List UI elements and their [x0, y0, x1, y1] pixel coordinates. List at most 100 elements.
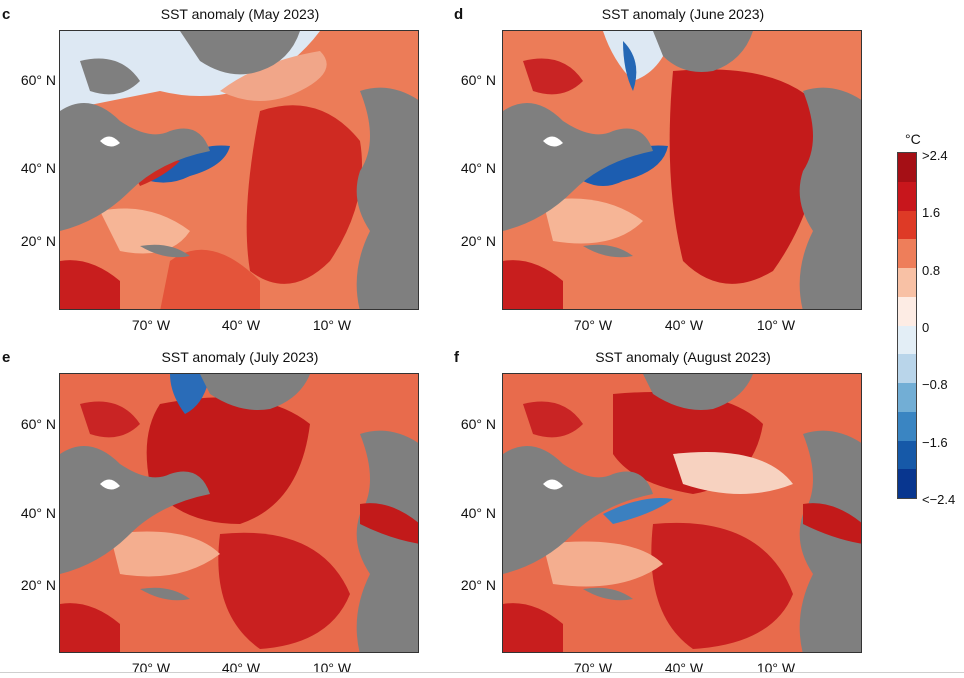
caribbean — [140, 587, 190, 601]
hot-area-south — [218, 532, 350, 649]
greenland — [180, 31, 300, 75]
lon-label-e-70: 70° W — [131, 660, 171, 676]
map-e-svg — [60, 374, 418, 652]
colorbar-segment — [898, 210, 916, 240]
north-america — [60, 103, 210, 231]
colorbar-segment — [898, 440, 916, 470]
lon-label-e-40: 40° W — [221, 660, 261, 676]
north-warm — [220, 51, 327, 101]
colorbar-tick: −1.6 — [922, 435, 948, 450]
panel-letter-c: c — [2, 6, 11, 23]
lat-label-d-40: 40° N — [460, 160, 496, 176]
map-c-svg — [60, 31, 418, 309]
south-america-coast — [60, 260, 120, 309]
hudson-land — [80, 58, 140, 95]
lon-label-f-10: 10° W — [756, 660, 796, 676]
colorbar-tick: <−2.4 — [922, 492, 956, 507]
greenland — [200, 374, 310, 410]
hudson-bay — [523, 58, 583, 95]
europe-africa — [799, 430, 861, 652]
panel-title-f: SST anomaly (August 2023) — [595, 349, 771, 365]
north-light — [603, 31, 673, 81]
lon-label-d-40: 40° W — [664, 317, 704, 333]
colorbar-tick: −0.8 — [922, 377, 948, 392]
great-lakes — [100, 479, 120, 490]
lon-label-c-70: 70° W — [131, 317, 171, 333]
map-d — [502, 30, 862, 310]
south-america-coast — [503, 603, 563, 652]
caribbean — [583, 244, 633, 258]
lat-label-c-40: 40° N — [20, 160, 56, 176]
greenland — [643, 374, 753, 410]
south-america-coast — [503, 260, 563, 309]
mediterranean — [360, 503, 418, 544]
lon-label-e-10: 10° W — [312, 660, 352, 676]
map-e — [59, 373, 419, 653]
map-f — [502, 373, 862, 653]
colorbar-tick: 0.8 — [922, 263, 941, 278]
europe-africa — [356, 430, 418, 652]
lat-label-e-40: 40° N — [20, 505, 56, 521]
colorbar-tick: 1.6 — [922, 205, 941, 220]
great-lakes — [100, 136, 120, 147]
lon-label-c-40: 40° W — [221, 317, 261, 333]
lat-label-d-20: 20° N — [460, 233, 496, 249]
colorbar-segment — [898, 325, 916, 355]
lon-label-f-40: 40° W — [664, 660, 704, 676]
panel-title-d: SST anomaly (June 2023) — [601, 6, 765, 22]
north-america — [503, 446, 653, 574]
colorbar-segment — [898, 469, 916, 498]
cold-anomaly — [583, 145, 668, 186]
hot-coastal — [135, 160, 180, 186]
cold-anomaly — [150, 145, 230, 183]
lat-label-e-60: 60° N — [20, 416, 56, 432]
lat-label-c-60: 60° N — [20, 72, 56, 88]
lat-label-f-40: 40° N — [460, 505, 496, 521]
lat-label-f-20: 20° N — [460, 577, 496, 593]
mid-light — [673, 452, 793, 494]
colorbar-segment — [898, 153, 916, 182]
lat-label-e-20: 20° N — [20, 577, 56, 593]
hot-area-south — [651, 522, 793, 649]
colorbar-segment — [898, 383, 916, 412]
hot-area — [669, 69, 823, 284]
colorbar-segment — [898, 296, 916, 326]
great-lakes — [543, 479, 563, 490]
map-f-svg — [503, 374, 861, 652]
warm-area — [160, 249, 260, 309]
lat-label-f-60: 60° N — [460, 416, 496, 432]
mild-area — [543, 541, 663, 587]
labrador-cold — [170, 374, 210, 414]
bottom-rule — [0, 672, 964, 673]
colorbar-segment — [898, 354, 916, 383]
map-c — [59, 30, 419, 310]
hot-area — [246, 105, 362, 284]
greenland — [653, 31, 753, 72]
great-lakes — [543, 136, 563, 147]
lon-label-f-70: 70° W — [573, 660, 613, 676]
caribbean — [583, 587, 633, 601]
colorbar-segment — [898, 181, 916, 211]
caribbean — [140, 244, 190, 258]
colorbar — [897, 152, 917, 499]
colorbar-segment — [898, 411, 916, 441]
panel-letter-d: d — [454, 6, 464, 23]
lon-label-d-10: 10° W — [756, 317, 796, 333]
panel-title-c: SST anomaly (May 2023) — [160, 6, 320, 22]
south-america-coast — [60, 603, 120, 652]
mild-area — [110, 531, 220, 577]
colorbar-segment — [898, 268, 916, 297]
hudson-bay — [80, 401, 140, 438]
labrador-cold — [623, 41, 637, 91]
north-america — [60, 446, 210, 574]
europe-africa — [799, 87, 861, 309]
panel-letter-e: e — [2, 349, 11, 366]
cold-anomaly — [603, 498, 673, 524]
panel-title-e: SST anomaly (July 2023) — [161, 349, 319, 365]
colorbar-tick: 0 — [922, 320, 930, 335]
mild-area — [100, 208, 190, 254]
colorbar-unit: °C — [905, 131, 921, 147]
lon-label-d-70: 70° W — [573, 317, 613, 333]
lon-label-c-10: 10° W — [312, 317, 352, 333]
mild-area — [543, 198, 643, 244]
